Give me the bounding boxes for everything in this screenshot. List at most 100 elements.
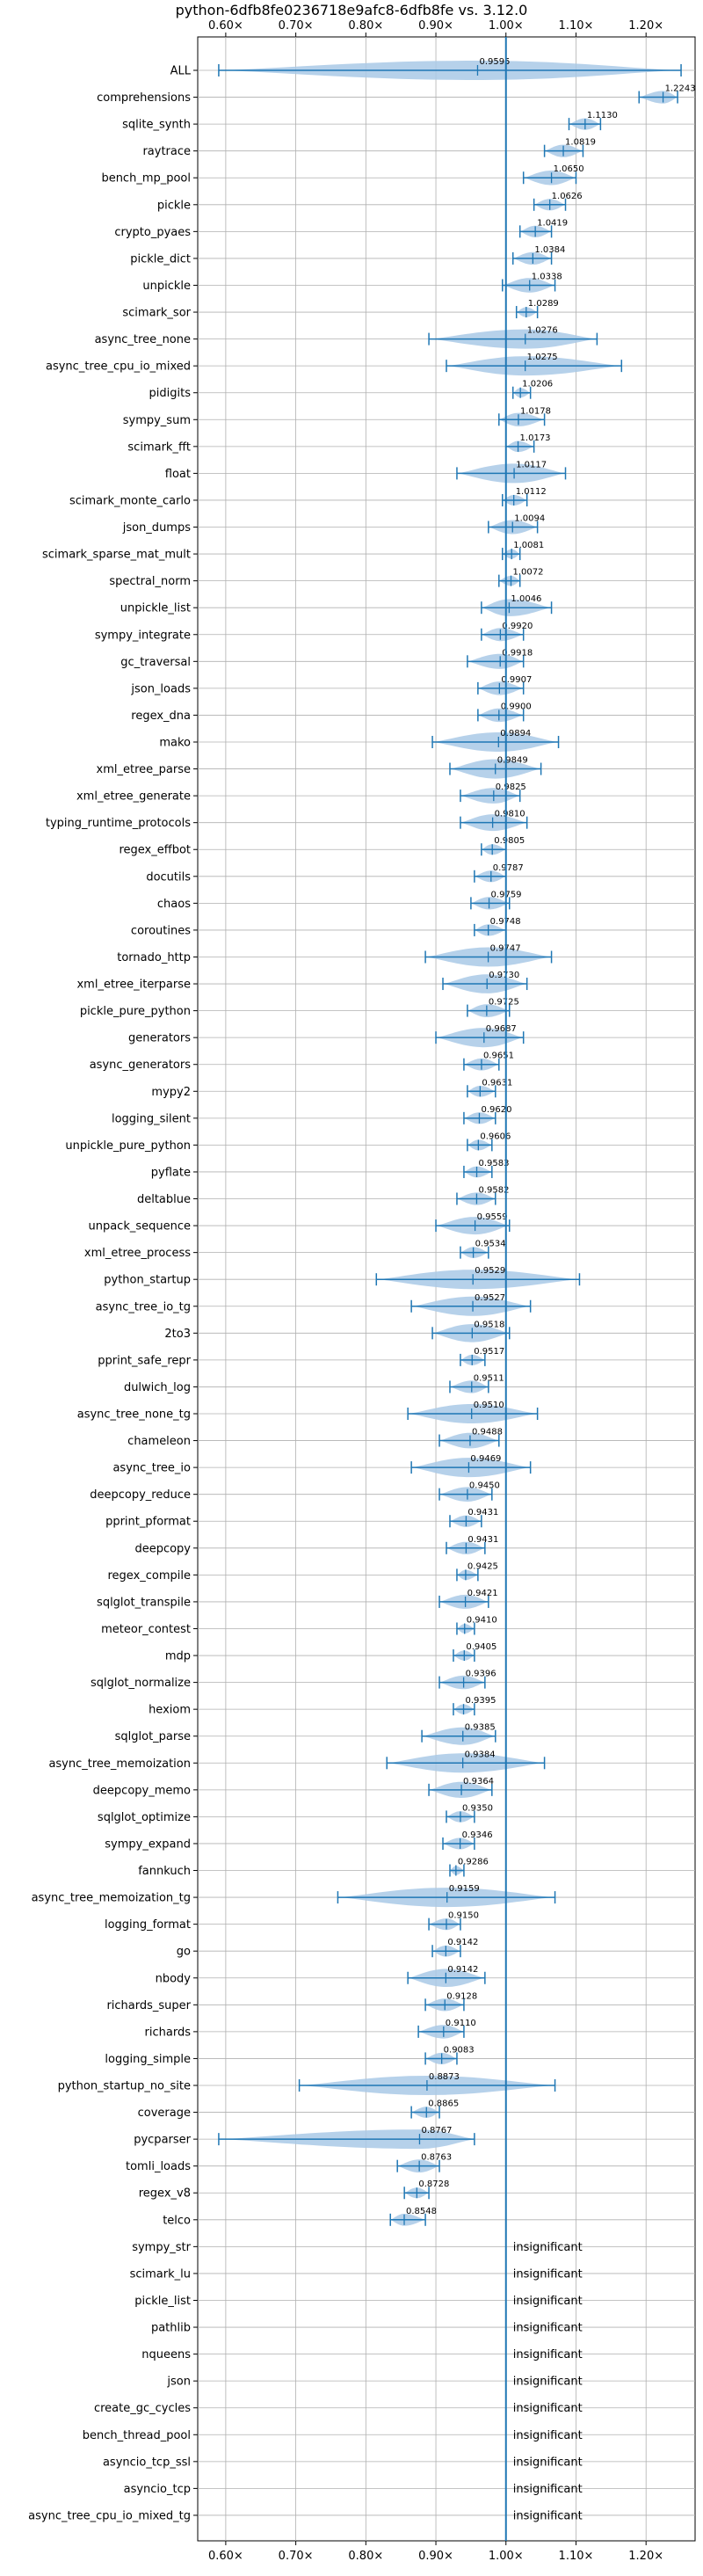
value-label: 0.9810	[495, 810, 525, 819]
value-label: 0.9159	[449, 1884, 480, 1894]
category-label: pyflate	[151, 1166, 191, 1179]
category-label: sqlite_synth	[122, 119, 191, 132]
value-label: 0.9346	[462, 1830, 493, 1840]
category-label: telco	[163, 2214, 191, 2227]
value-label: 0.9825	[496, 782, 526, 792]
category-label: unpickle_pure_python	[65, 1139, 191, 1153]
category-label: go	[177, 1946, 191, 1959]
value-label: 0.9384	[465, 1750, 496, 1759]
category-label: tornado_http	[117, 951, 191, 964]
insignificant-label: insignificant	[513, 2295, 583, 2308]
value-label: 1.1130	[587, 111, 618, 120]
value-label: 0.9920	[502, 622, 533, 631]
value-label: 0.9529	[475, 1266, 505, 1276]
category-label: deepcopy	[134, 1542, 191, 1555]
value-label: 1.0419	[537, 218, 568, 228]
category-label: float	[165, 468, 191, 481]
value-label: 0.8728	[418, 2179, 449, 2189]
category-label: docutils	[146, 870, 191, 884]
axis-layer: 0.60× 0.60× 0.70× 0.70× 0.80× 0.80× 0.90× 0.90×…	[28, 19, 663, 2563]
category-label: tomli_loads	[126, 2160, 191, 2173]
x-tick-label-bottom: 0.70×	[279, 2550, 314, 2563]
value-label: 0.8767	[421, 2126, 452, 2136]
category-label: hexiom	[149, 1704, 191, 1717]
x-tick-label-bottom: 0.80×	[348, 2550, 383, 2563]
category-label: async_tree_cpu_io_mixed_tg	[28, 2509, 191, 2522]
value-label: 0.9425	[467, 1561, 498, 1571]
x-tick-label-top: 0.80×	[348, 19, 383, 33]
category-label: dulwich_log	[124, 1381, 191, 1394]
category-label: bench_mp_pool	[101, 172, 191, 186]
category-label: xml_etree_iterparse	[76, 979, 191, 992]
value-label: 0.9511	[474, 1373, 504, 1383]
value-label: 0.9410	[467, 1615, 497, 1625]
category-label: async_tree_io	[112, 1462, 191, 1475]
value-label: 1.0178	[520, 406, 551, 416]
category-label: scimark_sor	[122, 307, 191, 320]
x-tick-label-top: 0.70×	[279, 19, 314, 33]
insignificant-label: insignificant	[513, 2402, 583, 2415]
value-label: 1.0289	[528, 299, 559, 309]
insignificant-label: insignificant	[513, 2267, 583, 2281]
value-label: 0.9687	[486, 1024, 517, 1034]
value-label: 0.8763	[421, 2153, 452, 2163]
category-label: async_tree_io_tg	[96, 1300, 191, 1313]
category-label: pickle_pure_python	[80, 1005, 191, 1018]
category-label: python_startup	[104, 1274, 191, 1287]
insignificant-label: insignificant	[513, 2509, 583, 2522]
value-label: 0.9730	[489, 971, 519, 980]
value-label: 0.9534	[475, 1240, 506, 1249]
category-label: ALL	[170, 65, 192, 78]
category-label: pathlib	[151, 2322, 191, 2335]
value-label: 0.9488	[472, 1428, 503, 1437]
value-label: 0.9469	[470, 1454, 501, 1464]
category-label: crypto_pyaes	[114, 226, 191, 239]
value-label: 1.0650	[554, 164, 584, 174]
value-label: 1.0275	[527, 353, 558, 362]
category-label: asyncio_tcp	[124, 2483, 191, 2496]
category-label: sympy_str	[132, 2241, 191, 2254]
value-label: 0.9421	[467, 1589, 498, 1598]
category-label: regex_effbot	[119, 844, 191, 857]
value-label: 0.9527	[475, 1293, 505, 1303]
category-label: raytrace	[142, 145, 191, 158]
category-label: logging_silent	[112, 1112, 191, 1125]
category-label: pickle_dict	[130, 252, 191, 266]
category-label: regex_dna	[131, 709, 191, 723]
value-label: 0.9405	[466, 1642, 496, 1652]
value-label: 1.0626	[552, 192, 583, 201]
category-label: nqueens	[141, 2348, 191, 2361]
value-label: 0.9150	[448, 1911, 479, 1921]
category-label: richards_super	[106, 1999, 191, 2012]
value-label: 1.2243	[665, 84, 696, 94]
category-label: pickle	[157, 199, 191, 212]
insignificant-label: insignificant	[513, 2348, 583, 2361]
value-label: 1.0819	[565, 138, 596, 148]
category-label: mypy2	[151, 1086, 191, 1099]
category-label: deepcopy_reduce	[90, 1488, 191, 1502]
category-label: xml_etree_process	[84, 1247, 191, 1260]
value-label: 0.8873	[429, 2072, 460, 2082]
category-label: async_tree_none	[95, 333, 191, 346]
category-label: regex_v8	[139, 2187, 191, 2201]
category-label: unpack_sequence	[88, 1220, 191, 1233]
category-label: bench_thread_pool	[83, 2429, 191, 2442]
value-label: 0.9364	[463, 1777, 494, 1786]
value-label: 0.9907	[501, 675, 532, 685]
value-label: 0.9918	[502, 648, 533, 658]
value-label: 0.8865	[428, 2099, 459, 2109]
x-tick-label-top: 1.10×	[559, 19, 594, 33]
value-label: 0.9385	[465, 1723, 496, 1733]
value-label: 0.9142	[447, 1938, 478, 1947]
category-label: nbody	[156, 1972, 192, 1985]
category-label: scimark_monte_carlo	[69, 494, 191, 507]
value-label: 0.8548	[406, 2207, 437, 2216]
value-label: 0.9110	[446, 2019, 476, 2028]
value-label: 0.9620	[481, 1105, 511, 1115]
category-label: json_dumps	[122, 521, 191, 535]
value-label: 0.9583	[479, 1159, 510, 1168]
category-label: sqlglot_normalize	[91, 1677, 191, 1690]
insignificant-label: insignificant	[513, 2429, 583, 2442]
value-label: 1.0112	[516, 487, 547, 497]
category-label: scimark_sparse_mat_mult	[42, 549, 191, 562]
